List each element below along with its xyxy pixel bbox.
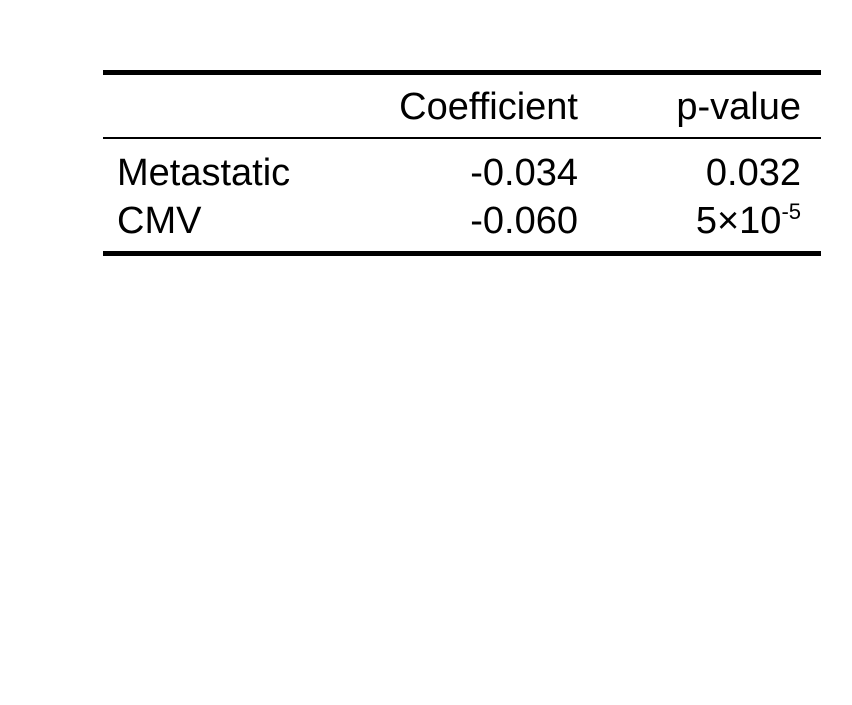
- header-rule: [103, 137, 821, 139]
- p-value-base: 5×10: [695, 200, 782, 242]
- header-p-value: p-value: [676, 86, 801, 128]
- row-label-metastatic: Metastatic: [117, 152, 291, 194]
- row-coefficient-cmv: -0.060: [470, 200, 578, 242]
- row-coefficient-metastatic: -0.034: [470, 152, 578, 194]
- header-row: Coefficient p-value: [103, 75, 821, 137]
- row-p-value-metastatic: 0.032: [706, 149, 801, 197]
- bottom-rule: [103, 251, 821, 256]
- row-p-value-cmv: 5×10-5: [696, 197, 801, 245]
- regression-table: Coefficient p-value Metastatic -0.034 0.…: [103, 70, 821, 256]
- p-value-exponent: -5: [781, 199, 801, 224]
- header-coefficient: Coefficient: [399, 86, 578, 128]
- table-row: Metastatic -0.034 0.032: [103, 149, 821, 197]
- row-label-cmv: CMV: [117, 200, 202, 242]
- p-value-base: 0.032: [705, 152, 801, 194]
- table-row: CMV -0.060 5×10-5: [103, 197, 821, 245]
- top-rule: [103, 70, 821, 75]
